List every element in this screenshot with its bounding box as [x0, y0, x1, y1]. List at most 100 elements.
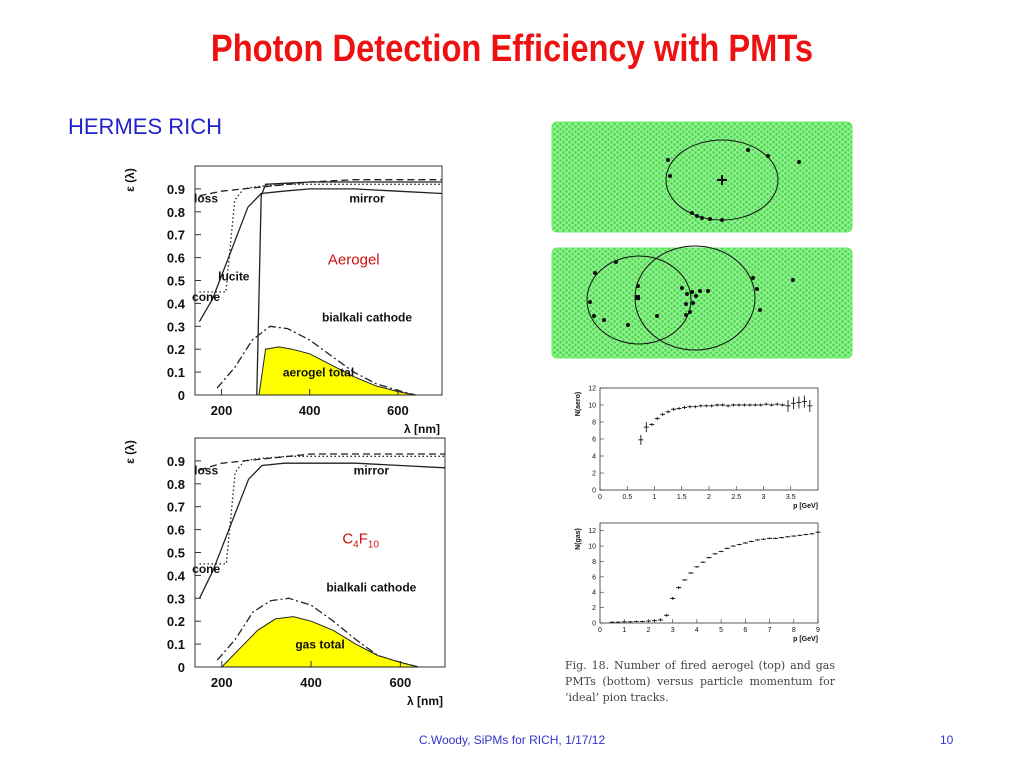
- data-point: [720, 403, 726, 407]
- page-number: 10: [940, 733, 954, 747]
- y-tick-label: 2: [592, 605, 596, 612]
- gas-efficiency-plot: 0 0.1 0.2 0.3 0.4 0.5 0.6 0.7 0.8 0.9 200 400 600 λ […: [123, 437, 446, 708]
- pmt-hit: [755, 287, 759, 291]
- x-tick-label: 2: [646, 627, 650, 634]
- y-tick-label: 0.7: [167, 228, 185, 243]
- data-point: [773, 537, 779, 540]
- data-point: [748, 540, 754, 543]
- pmt-hit: [708, 217, 712, 221]
- y-tick-label: 0.9: [167, 182, 185, 197]
- data-point: [627, 621, 633, 623]
- y-tick-label: 0.4: [167, 296, 186, 311]
- data-point: [712, 552, 718, 555]
- x-tick-label: 4: [695, 627, 699, 634]
- pmt-hit: [694, 294, 698, 298]
- curve-label: loss: [194, 192, 218, 206]
- y-tick-label: 0.3: [167, 591, 185, 606]
- y-axis-label: N(gas): [575, 528, 582, 550]
- curve-label: aerogel total: [283, 366, 354, 380]
- efficiency-series-line: [198, 188, 443, 323]
- plot-frame: [599, 387, 819, 491]
- pmt-hit: [666, 158, 670, 162]
- pmt-hit: [593, 271, 597, 275]
- data-point: [633, 620, 639, 623]
- ring-outline: [586, 255, 692, 345]
- pmt-hit: [766, 154, 770, 158]
- data-point: [664, 613, 670, 617]
- pmt-hit: [614, 260, 618, 264]
- data-point: [658, 618, 664, 622]
- x-tick-label: 3: [671, 627, 675, 634]
- pmt-hit: [626, 323, 630, 327]
- data-point: [797, 534, 803, 537]
- x-tick-label: 600: [387, 403, 409, 418]
- data-point: [780, 403, 786, 407]
- pmt-hit: [720, 218, 724, 222]
- x-tick-label: 1.5: [677, 494, 687, 501]
- x-tick-label: 400: [299, 403, 321, 418]
- x-tick-label: 6: [743, 627, 747, 634]
- data-point: [671, 407, 677, 411]
- x-tick-label: 1: [622, 627, 626, 634]
- data-point: [609, 621, 615, 624]
- pmt-hit: [690, 290, 694, 294]
- y-tick-label: 0.1: [167, 365, 185, 380]
- x-tick-label: 3.5: [786, 494, 796, 501]
- y-tick-label: 6: [592, 437, 596, 444]
- curve-label: bialkali cathode: [326, 580, 416, 594]
- data-point: [758, 403, 764, 407]
- efficiency-series-line: [198, 462, 446, 599]
- data-point: [752, 403, 758, 407]
- y-tick-label: 0: [178, 388, 185, 403]
- data-point: [714, 403, 720, 407]
- data-point: [796, 396, 802, 409]
- efficiency-series-line: [256, 181, 442, 396]
- x-tick-label: 400: [300, 675, 322, 690]
- c4f10-annotation-part: C: [342, 530, 353, 547]
- x-tick-label: 7: [768, 627, 772, 634]
- data-point: [747, 403, 753, 407]
- c4f10-annotation-part: 10: [368, 539, 380, 550]
- data-point: [638, 434, 644, 445]
- x-tick-label: 200: [211, 675, 233, 690]
- pmt-hit: [588, 300, 592, 304]
- y-tick-label: 0: [592, 488, 596, 495]
- data-point: [809, 532, 815, 535]
- pmt-hit: [684, 302, 688, 306]
- data-point: [645, 620, 651, 622]
- figure-caption: Fig. 18. Number of fired aerogel (top) a…: [565, 659, 835, 704]
- y-tick-label: 0: [592, 621, 596, 628]
- gas-hex-array: [551, 247, 853, 359]
- pmt-hit: [700, 216, 704, 220]
- pmt-hit: [695, 214, 699, 218]
- y-tick-label: 10: [588, 544, 596, 551]
- aerogel-hex-array: [551, 121, 853, 233]
- curve-label: loss: [194, 464, 218, 478]
- y-tick-label: 4: [592, 454, 596, 461]
- y-tick-label: 0.3: [167, 319, 185, 334]
- data-point: [742, 542, 748, 544]
- data-point: [790, 397, 796, 410]
- data-point: [741, 403, 747, 407]
- y-tick-label: 0.7: [167, 500, 185, 515]
- x-tick-label: 0.5: [622, 494, 632, 501]
- pmt-hit: [751, 276, 755, 280]
- y-tick-label: 0.2: [167, 342, 185, 357]
- pmt-hit: [690, 211, 694, 215]
- y-tick-label: 0.8: [167, 477, 185, 492]
- y-axis-label: N(aero): [575, 392, 582, 417]
- data-point: [736, 543, 742, 546]
- data-point: [779, 536, 785, 539]
- data-point: [761, 538, 766, 540]
- pmt-hit: [746, 148, 750, 152]
- pmt-hit: [797, 160, 801, 164]
- y-axis-label: ε (λ): [123, 168, 137, 192]
- pmt-hit: [592, 314, 596, 318]
- pmt-hit: [698, 289, 702, 293]
- data-point: [724, 547, 730, 550]
- data-point: [785, 399, 791, 412]
- x-tick-label: 2: [707, 494, 711, 501]
- data-point: [687, 405, 693, 409]
- data-point: [670, 596, 676, 600]
- pmt-hit: [685, 292, 689, 296]
